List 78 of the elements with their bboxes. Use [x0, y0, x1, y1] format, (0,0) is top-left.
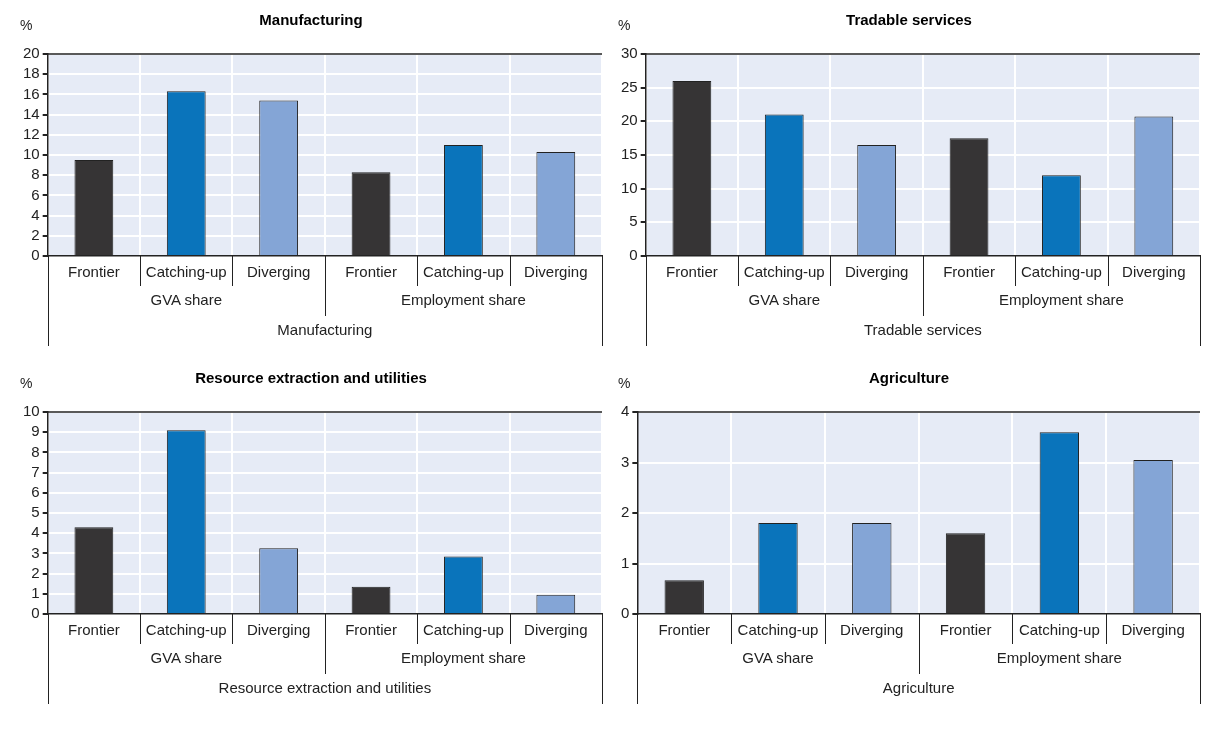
x-tick-label: Catching-up [737, 621, 819, 639]
y-tick-label: 0 [621, 604, 630, 622]
y-tick-label: 8 [31, 165, 40, 183]
text: GVA share [150, 649, 222, 667]
text: GVA share [150, 291, 222, 309]
x-tick-label: Frontier [658, 621, 711, 639]
x-tick-label: Diverging [246, 263, 311, 281]
text: Employment share [400, 291, 526, 309]
x-tick-label: Diverging [844, 263, 909, 281]
y-tick-label: 12 [23, 124, 40, 142]
y-tick-label: 16 [23, 84, 40, 102]
y-tick-label: 9 [31, 422, 40, 440]
x-tick-label: Frontier [345, 263, 397, 281]
y-tick-label: 10 [23, 402, 40, 420]
x-tick-label: Catching-up [145, 621, 227, 639]
y-tick-label: 3 [621, 452, 630, 470]
y-tick-label: 7 [31, 462, 40, 480]
text: Employment share [996, 649, 1122, 667]
x-axis-title: Manufacturing [277, 321, 373, 339]
y-axis-title: % [20, 16, 33, 33]
x-tick-label: Diverging [524, 263, 588, 281]
y-tick-label: 2 [31, 563, 40, 581]
y-tick-label: 8 [31, 442, 40, 460]
y-tick-label: 2 [31, 225, 40, 243]
y-tick-label: 14 [23, 104, 40, 122]
y-tick-label: 4 [621, 402, 630, 420]
y-tick-label: 5 [31, 503, 40, 521]
y-tick-label: 0 [629, 246, 638, 264]
y-tick-label: 4 [31, 205, 40, 223]
text: Employment share [400, 649, 526, 667]
x-tick-label: Frontier [939, 621, 992, 639]
x-tick-label: Frontier [943, 263, 995, 281]
y-axis-title: % [20, 374, 33, 391]
x-tick-label: Frontier [666, 263, 718, 281]
y-tick-label: 5 [629, 212, 638, 230]
x-tick-label: Catching-up [422, 621, 504, 639]
y-tick-label: 4 [31, 523, 40, 541]
text: GVA share [742, 649, 814, 667]
chart-title: Agriculture [868, 369, 950, 387]
y-tick-label: 0 [31, 246, 40, 264]
y-tick-label: 10 [621, 178, 638, 196]
y-tick-label: 20 [621, 111, 638, 129]
y-tick-label: 1 [31, 583, 40, 601]
x-axis-title: Tradable services [863, 321, 982, 339]
x-tick-label: Diverging [840, 621, 904, 639]
text: Employment share [998, 291, 1124, 309]
x-tick-label: Catching-up [1018, 621, 1100, 639]
x-tick-label: Frontier [345, 621, 397, 639]
y-tick-label: 6 [31, 185, 40, 203]
x-tick-label: Diverging [524, 621, 588, 639]
y-axis-title: % [618, 16, 631, 33]
y-tick-label: 20 [23, 44, 40, 62]
y-tick-label: 18 [23, 64, 40, 82]
x-tick-label: Catching-up [1020, 263, 1102, 281]
y-tick-label: 25 [621, 77, 638, 95]
y-tick-label: 3 [31, 543, 40, 561]
x-axis-title: Agriculture [882, 679, 955, 697]
x-tick-label: Frontier [68, 621, 120, 639]
x-tick-label: Catching-up [743, 263, 825, 281]
y-tick-label: 15 [621, 145, 638, 163]
x-tick-label: Diverging [246, 621, 311, 639]
y-tick-label: 10 [23, 145, 40, 163]
y-tick-label: 1 [621, 553, 630, 571]
chart-title: Manufacturing [259, 11, 363, 29]
y-axis-title: % [618, 374, 631, 391]
x-tick-label: Catching-up [145, 263, 227, 281]
x-tick-label: Diverging [1122, 263, 1186, 281]
y-tick-label: 2 [621, 503, 630, 521]
x-tick-label: Frontier [68, 263, 120, 281]
text: GVA share [748, 291, 820, 309]
y-tick-label: 0 [31, 604, 40, 622]
y-tick-label: 30 [621, 44, 638, 62]
chart-title: Tradable services [846, 11, 972, 29]
x-tick-label: Diverging [1121, 621, 1185, 639]
x-tick-label: Catching-up [422, 263, 504, 281]
chart-title: Resource extraction and utilities [195, 369, 427, 387]
x-axis-title: Resource extraction and utilities [218, 679, 432, 697]
y-tick-label: 6 [31, 482, 40, 500]
